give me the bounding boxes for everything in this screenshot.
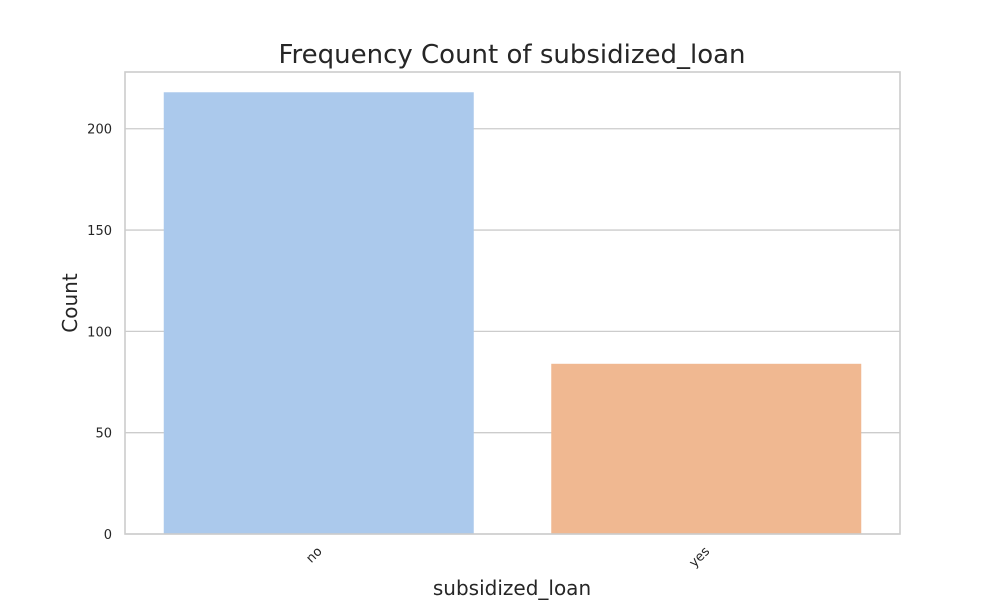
y-axis-label: Count	[58, 273, 82, 333]
bar-yes	[551, 363, 862, 534]
x-axis-label: subsidized_loan	[433, 576, 591, 600]
x-tick-label-yes: yes	[687, 544, 714, 571]
x-tick-label-no: no	[304, 544, 326, 566]
x-tick-labels: no yes	[304, 544, 714, 571]
y-tick-label: 150	[87, 224, 112, 239]
bar-no	[163, 92, 474, 535]
y-tick-label: 0	[104, 528, 112, 543]
y-tick-label: 100	[87, 325, 112, 340]
plot-frame	[124, 71, 901, 535]
y-tick-labels: 0 50 100 150 200	[87, 123, 112, 543]
y-tick-label: 50	[95, 427, 112, 442]
chart-title: Frequency Count of subsidized_loan	[278, 40, 745, 70]
y-tick-label: 200	[87, 123, 112, 138]
bars	[163, 92, 862, 535]
